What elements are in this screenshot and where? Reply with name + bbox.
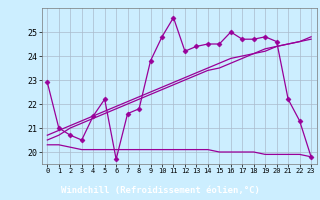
Text: Windchill (Refroidissement éolien,°C): Windchill (Refroidissement éolien,°C) [60,186,260,194]
